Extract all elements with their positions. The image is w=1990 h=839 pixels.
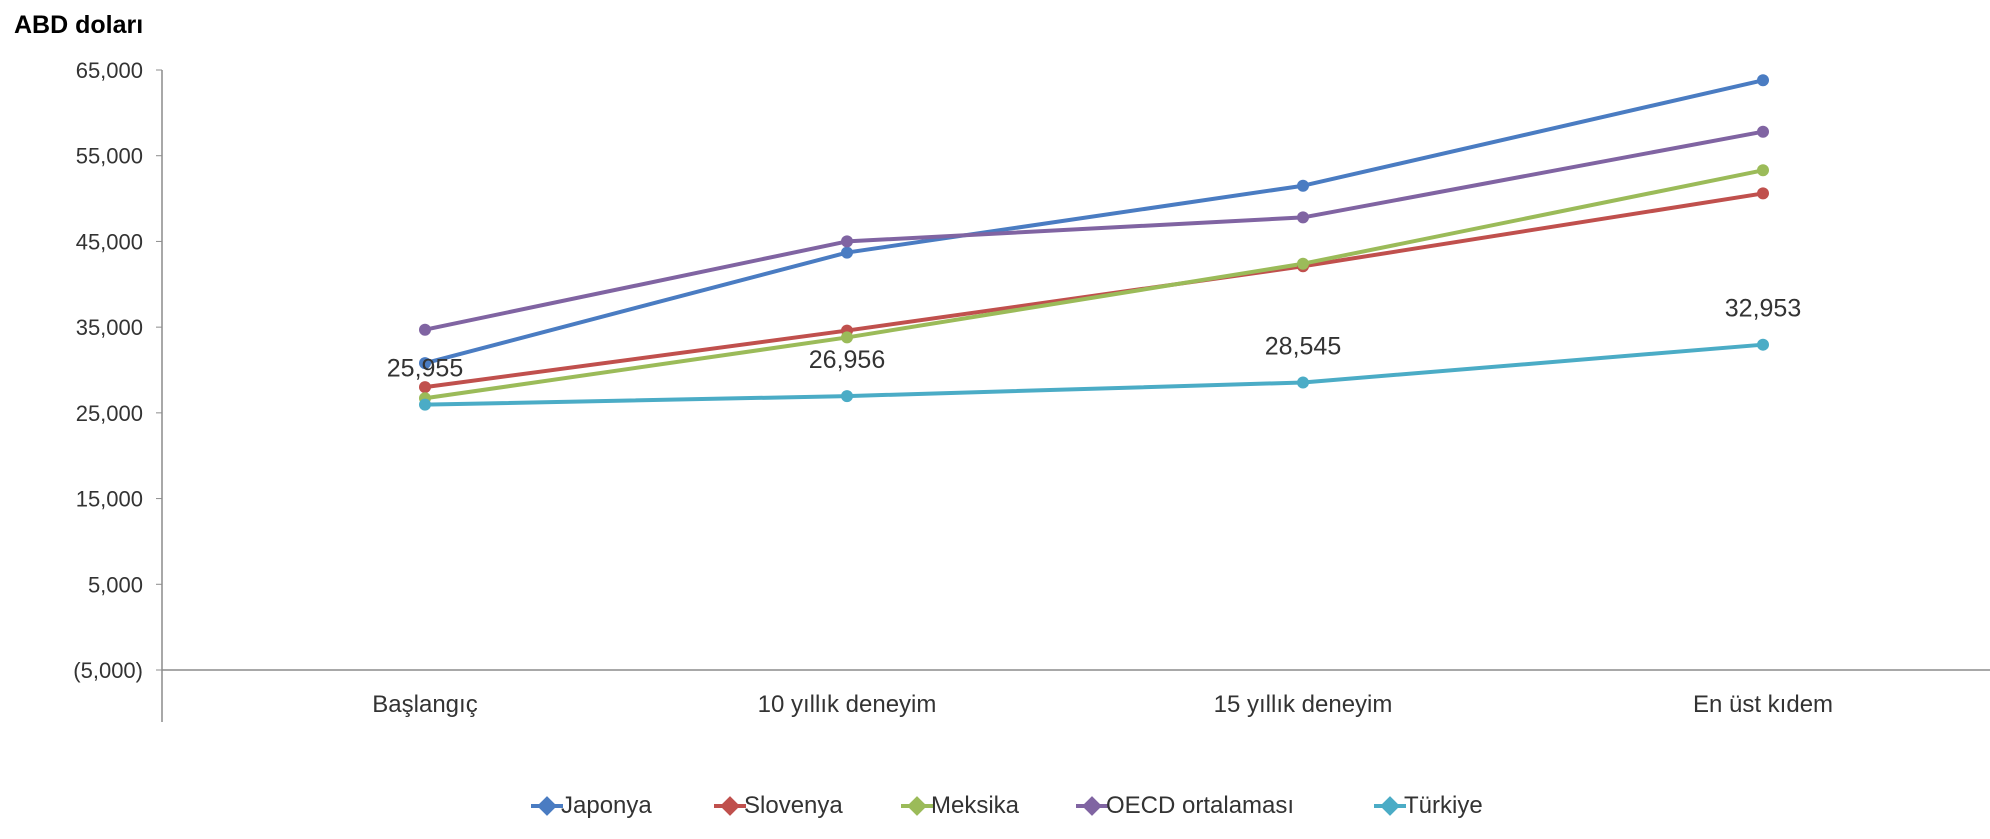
x-tick-label: En üst kıdem [1693,691,1833,718]
data-point [1297,376,1309,389]
legend-marker-icon [537,796,557,816]
series-line [423,129,1765,332]
data-label: 25,955 [387,355,463,383]
legend-label: OECD ortalaması [1106,792,1294,819]
data-label: 26,956 [809,346,885,374]
y-tick-label: 35,000 [76,315,143,340]
axes: (5,000) 5,000 15,000 25,000 35,000 45,000 55,0… [73,58,1990,722]
series-line [423,78,1765,366]
y-tick-label: 5,000 [88,572,143,597]
x-tick-label: Başlangıç [372,691,477,718]
data-point [419,357,431,370]
series-line [423,342,1765,407]
data-point [841,235,853,248]
series-line [423,168,1765,401]
legend-label: Japonya [561,792,652,819]
y-tick-label: 25,000 [76,401,143,426]
x-tick-label: 10 yıllık deneyim [758,691,937,718]
legend: Japonya Slovenya Meksika OECD ortalaması Tür… [531,792,1483,819]
data-point [419,323,431,336]
y-tick-label: 55,000 [76,144,143,169]
y-tick-label: (5,000) [73,658,143,683]
data-point [1297,179,1309,192]
y-tick-label: 45,000 [76,229,143,254]
data-point [1297,211,1309,224]
data-point [841,246,853,259]
series-lines [423,78,1765,407]
data-label: 32,953 [1725,295,1801,323]
series-line [423,191,1765,390]
data-point [419,381,431,394]
legend-label: Slovenya [744,792,843,819]
data-point [841,331,853,344]
series-points [419,74,1769,411]
legend-marker-icon [1380,796,1400,816]
legend-label: Türkiye [1404,792,1483,819]
y-tick-label: 65,000 [76,58,143,83]
data-point [1297,257,1309,270]
data-point [1757,338,1769,351]
data-labels: 25,955 26,956 28,545 32,953 [387,295,1801,383]
legend-marker-icon [720,796,740,816]
data-point [1757,74,1769,87]
legend-marker-icon [1082,796,1102,816]
legend-label: Meksika [931,792,1020,819]
y-tick-label: 15,000 [76,487,143,512]
x-tick-label: 15 yıllık deneyim [1214,691,1393,718]
data-point [1757,164,1769,177]
data-point [1757,187,1769,200]
data-label: 28,545 [1265,332,1341,360]
legend-marker-icon [907,796,927,816]
data-point [841,390,853,403]
data-point [1757,125,1769,138]
y-axis-title: ABD doları [14,11,143,39]
data-point [419,398,431,411]
